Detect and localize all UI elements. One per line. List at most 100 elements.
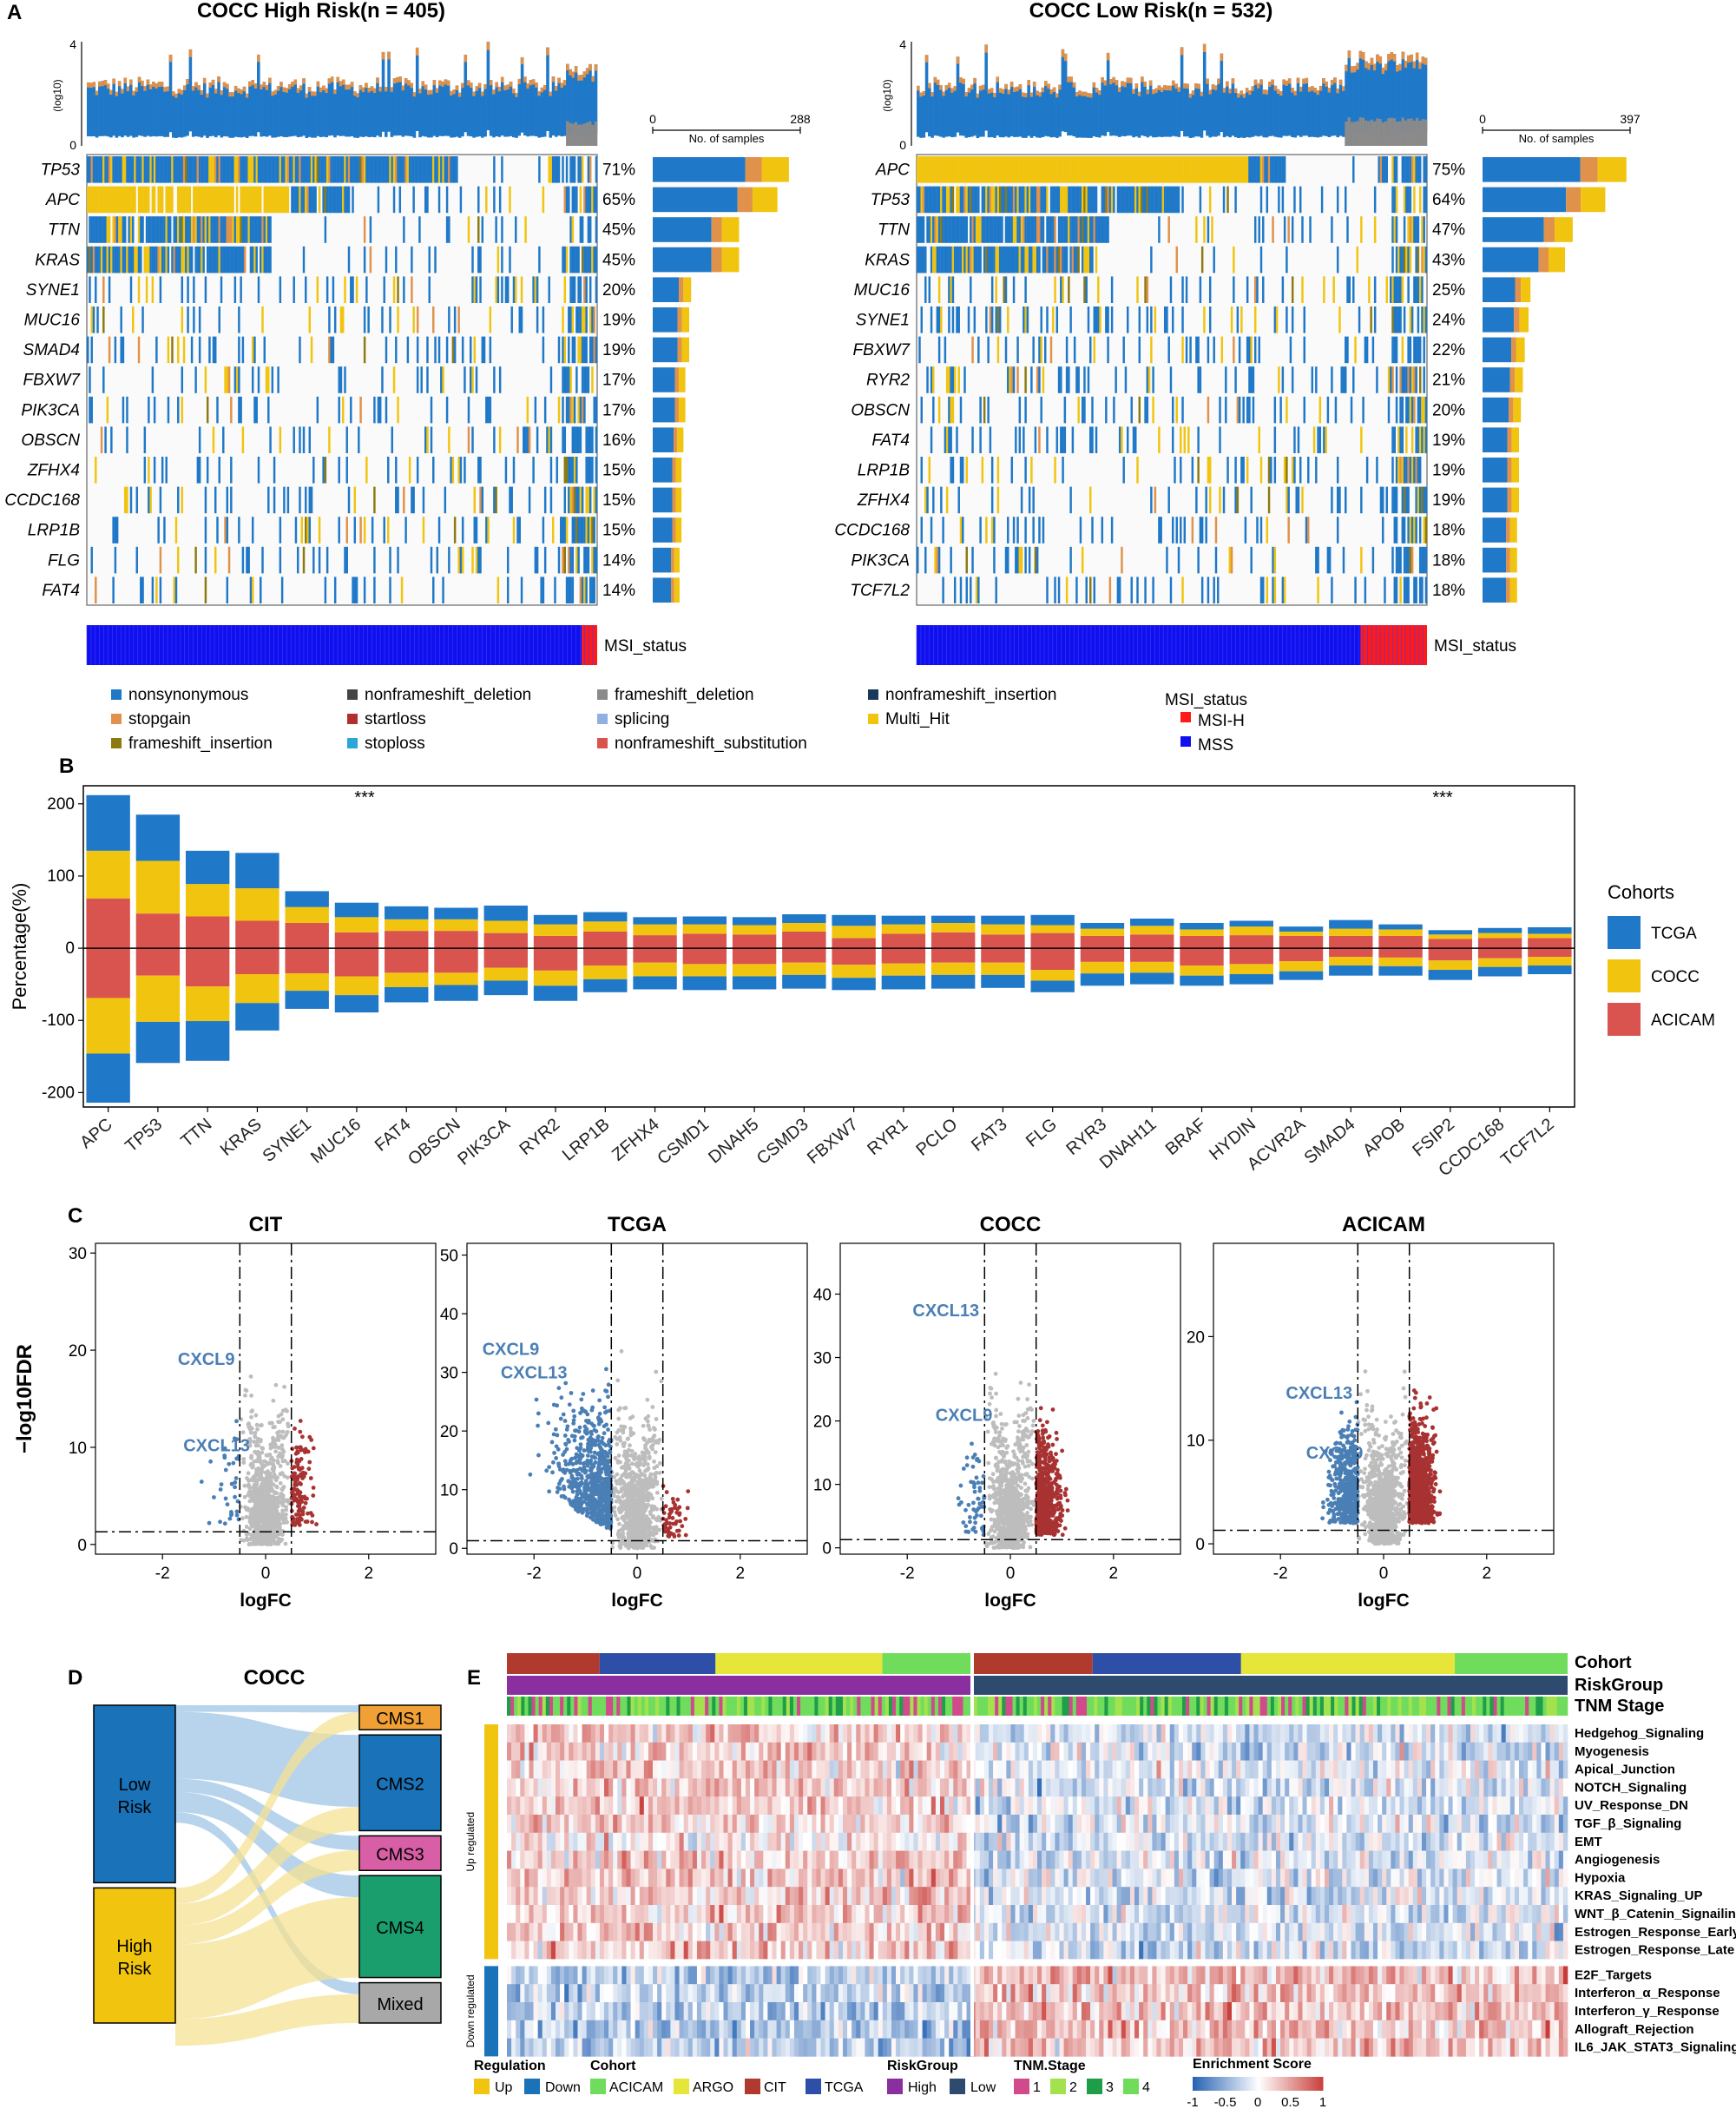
mutation-cell: [589, 486, 592, 514]
gene-name: OBSCN: [851, 401, 910, 419]
tmb-bar: [87, 82, 90, 137]
x-tick-label: OBSCN: [404, 1115, 464, 1170]
mutation-cell: [140, 216, 142, 243]
tmb-bar-top: [956, 56, 960, 64]
mutation-cell: [571, 216, 575, 243]
mutation-cell: [434, 336, 437, 364]
mutation-cell: [347, 486, 351, 514]
count-bar-stopgain: [1509, 367, 1516, 392]
bar-segment-ACICAM: [86, 898, 130, 949]
mutation-cell: [569, 156, 572, 183]
mutation-cell: [188, 246, 192, 273]
mutation-cell: [308, 517, 312, 544]
mutation-cell: [1299, 457, 1302, 484]
mutation-cell: [112, 577, 115, 603]
tmb-bar-top: [1202, 43, 1207, 52]
mutation-cell: [1034, 186, 1037, 214]
mutation-cell: [1234, 366, 1237, 393]
mutation-cell: [1405, 156, 1408, 183]
tmb-bar: [520, 56, 524, 133]
mutation-cell: [1220, 156, 1223, 183]
bar-segment-COCC: [782, 962, 826, 975]
tmb-bar-top: [333, 89, 337, 95]
mutation-cell: [1132, 186, 1135, 214]
mutation-cell: [153, 396, 156, 424]
mutation-cell: [970, 186, 972, 214]
bar-segment-COCC: [1229, 926, 1273, 936]
mutation-cell: [996, 306, 1000, 333]
mutation-cell: [347, 156, 351, 183]
point-ns: [284, 1505, 288, 1510]
mutation-cell: [296, 156, 299, 183]
mutation-cell: [1401, 486, 1404, 514]
mutation-cell: [1152, 396, 1154, 424]
x-tick-label: APOB: [1359, 1115, 1409, 1161]
bar-segment-TCGA: [1378, 924, 1423, 930]
tmb-bar: [589, 63, 592, 134]
mutation-cell: [210, 216, 213, 243]
bar-segment-COCC: [981, 962, 1025, 975]
point-up: [305, 1496, 309, 1501]
mutation-cell: [208, 216, 211, 243]
mutation-cell: [135, 156, 138, 183]
mutation-cell: [1113, 186, 1115, 214]
mutation-cell: [226, 486, 229, 514]
gene-name: ZFHX4: [857, 491, 910, 510]
tmb-bar-top: [1063, 53, 1068, 62]
bar-segment-ACICAM: [1329, 948, 1373, 958]
mutation-cell: [1238, 396, 1241, 424]
tmb-bar: [166, 86, 170, 137]
tmb-bar-fs: [594, 121, 598, 146]
mutation-cell: [1415, 457, 1417, 484]
mutation-cell: [1060, 156, 1062, 183]
mutation-cell: [1177, 156, 1180, 183]
mutation-cell: [353, 486, 357, 514]
mutation-cell: [1167, 186, 1170, 214]
mutation-cell: [985, 517, 988, 544]
mutation-cell: [1091, 517, 1094, 544]
tmb-bar: [1197, 83, 1200, 137]
bar-segment-TCGA: [881, 915, 926, 925]
mutation-cell: [1081, 246, 1084, 273]
mutation-cell: [267, 156, 270, 183]
mutation-cell: [1057, 216, 1061, 243]
tmb-bar: [1311, 86, 1314, 137]
mutation-cell: [981, 156, 984, 183]
mutation-cell: [1107, 306, 1109, 333]
mutation-cell: [302, 246, 306, 273]
mutation-cell: [1073, 156, 1076, 183]
mutation-cell: [1060, 186, 1062, 214]
mutation-cell: [549, 366, 553, 393]
mutation-cell: [1397, 246, 1400, 273]
mutation-cell: [589, 577, 592, 603]
mutation-cell: [137, 336, 141, 364]
x-tick-label: DNAH11: [1096, 1115, 1160, 1173]
mutation-cell: [471, 246, 474, 273]
mutation-cell: [1250, 336, 1253, 364]
count-bar-stopgain: [711, 247, 722, 273]
tmb-bar: [987, 89, 991, 138]
tmb-bar-top: [500, 76, 504, 82]
mutation-cell: [1040, 306, 1042, 333]
count-bar-multihit: [675, 458, 682, 483]
tmb-bar-top: [1052, 87, 1056, 92]
mutation-cell: [1397, 306, 1400, 333]
mutation-cell: [434, 156, 437, 183]
tmb-bar: [531, 79, 536, 136]
point-ns: [268, 1520, 273, 1526]
mutation-cell: [1220, 336, 1223, 364]
point-up: [298, 1419, 303, 1423]
point-ns: [261, 1526, 266, 1531]
mutation-cell: [148, 156, 150, 183]
tmb-bar-top: [928, 82, 931, 89]
mutation-cell: [1352, 276, 1355, 303]
bar-segment-COCC: [633, 924, 677, 936]
gene-pct: 24%: [1432, 312, 1465, 330]
mutation-cell: [1278, 156, 1280, 183]
y-tick-label: 20: [440, 1423, 458, 1441]
x-tick-label: FBXW7: [804, 1115, 862, 1168]
mutation-cell: [495, 276, 497, 303]
mutation-cell: [338, 396, 340, 424]
mutation-cell: [1424, 246, 1428, 273]
point-ns: [275, 1459, 280, 1463]
